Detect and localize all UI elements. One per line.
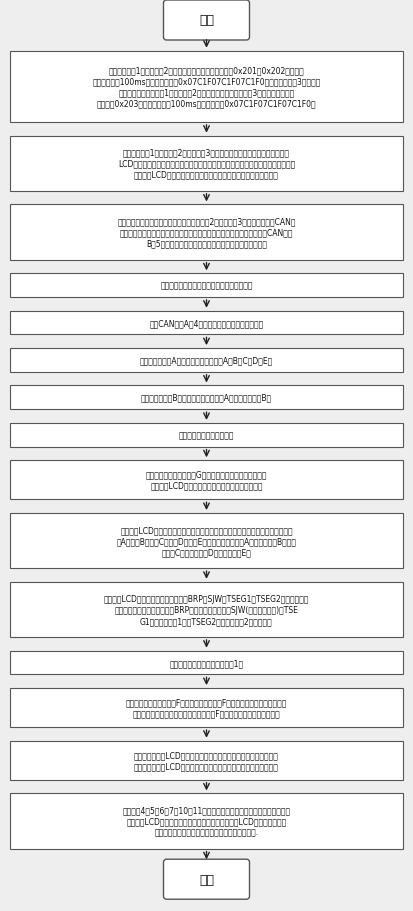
FancyBboxPatch shape: [164, 859, 249, 899]
FancyBboxPatch shape: [10, 514, 403, 568]
FancyBboxPatch shape: [10, 52, 403, 123]
FancyBboxPatch shape: [10, 741, 403, 780]
Text: 发送节点通过其LCD显示单元显示「发送成功」或者「发送失败」，
接收节点通过其LCD显示单元显示「接收成功」或者「接收失败」；: 发送节点通过其LCD显示单元显示「发送成功」或者「发送失败」， 接收节点通过其L…: [134, 751, 279, 771]
FancyBboxPatch shape: [10, 205, 403, 261]
FancyBboxPatch shape: [10, 274, 403, 298]
Text: 通过第一复位按鈕复位第一节点1；: 通过第一复位按鈕复位第一节点1；: [169, 659, 244, 667]
FancyBboxPatch shape: [10, 650, 403, 675]
Text: 根据第一LCD显示单元显示的「请输入BRP、SJW、TSEG1、TSEG2」提示，通过
第一键盘数字键依次设置参数BRP（波特率预设值）、SJW(同步跳转宽度): 根据第一LCD显示单元显示的「请输入BRP、SJW、TSEG1、TSEG2」提示…: [104, 594, 309, 625]
Text: 启动检测系统，上电准备；: 启动检测系统，上电准备；: [179, 431, 234, 440]
Text: 开始: 开始: [199, 15, 214, 27]
Text: 通过第一连接线A选择使用第一共模电感A、B、C、D、E；: 通过第一连接线A选择使用第一共模电感A、B、C、D、E；: [140, 356, 273, 365]
FancyBboxPatch shape: [10, 386, 403, 410]
FancyBboxPatch shape: [10, 461, 403, 500]
FancyBboxPatch shape: [10, 312, 403, 335]
Text: 改变步陶4、5、6、7、10、11中任一参数的设置，重复以上步骤，通过发
送节点的LCD显示单元显示的发送情况及接收节点的LCD显示单元显示的
接收情况，即可检: 改变步陶4、5、6、7、10、11中任一参数的设置，重复以上步骤，通过发 送节点…: [122, 805, 291, 836]
Text: 设定第一节点1、第二节点2和第三节点3成功发送或接收报文时，则输出给各自
LCD显示单元的内容为「发送成功」或「接收成功」，一旦发送或接收失败，则将给
出给各自: 设定第一节点1、第二节点2和第三节点3成功发送或接收报文时，则输出给各自 LCD…: [118, 148, 295, 179]
Text: 通过按下第一键盘按键「F」与第二键盘按键「F」，启动第一节点和第二节点
发送报文，或者通过按下第二键盘按键「F」，启动第二节点发送报文；: 通过按下第一键盘按键「F」与第二键盘按键「F」，启动第一节点和第二节点 发送报文…: [126, 698, 287, 718]
FancyBboxPatch shape: [10, 349, 403, 373]
Text: 结束: 结束: [199, 873, 214, 885]
Text: 通过第一连接线B选择使用第一终端电阰A、第一终端电阰B；: 通过第一连接线B选择使用第一终端电阰A、第一终端电阰B；: [141, 394, 272, 403]
Text: 通过按下第一键盘按键「G」，使第一节点进入编辑模式，
此时第一LCD显示单元背景显示用户需设置的参数；: 通过按下第一键盘按键「G」，使第一节点进入编辑模式， 此时第一LCD显示单元背景…: [146, 470, 267, 490]
FancyBboxPatch shape: [10, 424, 403, 447]
Text: 选择一定容差的振荡器插入第一振荡器插座；: 选择一定容差的振荡器插入第一振荡器插座；: [160, 281, 253, 291]
FancyBboxPatch shape: [10, 793, 403, 849]
Text: 根据第一LCD显示单元显示的「请输入收发器型号」提示，通过按下第一键盘按键
「A」、「B」、「C」、「D」或「E」，选择第一收发器A、第一收发器B、第一
收发器: 根据第一LCD显示单元显示的「请输入收发器型号」提示，通过按下第一键盘按键 「A…: [116, 526, 297, 557]
FancyBboxPatch shape: [164, 1, 249, 41]
FancyBboxPatch shape: [10, 688, 403, 727]
FancyBboxPatch shape: [10, 582, 403, 638]
Text: 设置CAN总线A捥4的长度、特征阱抗及传输延时；: 设置CAN总线A捥4的长度、特征阱抗及传输延时；: [150, 319, 263, 328]
Text: 根据当前实际的网络参数配置，配置第二节点2和第三节点3振荡器的容差、CAN控
制器位定时参数、收发器的型号、共模电感的型号、终端电阰的阱值以及CAN总线
B段5: 根据当前实际的网络参数配置，配置第二节点2和第三节点3振荡器的容差、CAN控 制…: [117, 217, 296, 249]
FancyBboxPatch shape: [10, 137, 403, 191]
Text: 设定第一节点1和第二节点2为发送节点，分别发送标识符为0x201和0x202的报文，
发送同期均为100ms，数据内容均为0x07C1F07C1F07C1F0；: 设定第一节点1和第二节点2为发送节点，分别发送标识符为0x201和0x202的报…: [93, 67, 320, 108]
